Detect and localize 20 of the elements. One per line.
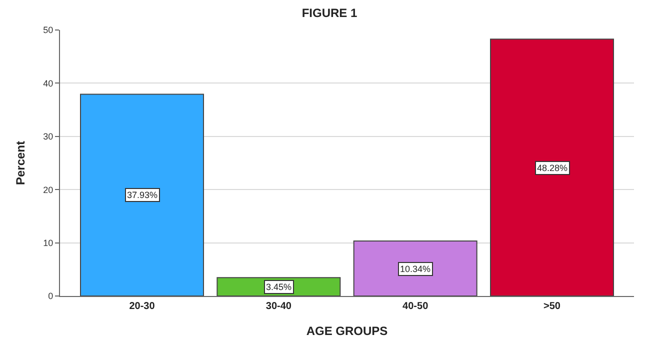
y-tick-label: 0: [48, 291, 54, 302]
y-tick-label: 20: [43, 184, 54, 195]
data-label: 3.45%: [266, 282, 292, 292]
x-tick-label: 40-50: [402, 301, 429, 312]
y-tick-label: 40: [43, 78, 54, 88]
chart-title: FIGURE 1: [302, 6, 358, 20]
bar: [80, 94, 204, 296]
data-label: 37.93%: [127, 190, 158, 200]
bar: [490, 38, 614, 296]
y-axis-title: Percent: [13, 140, 28, 186]
y-tick-label: 50: [43, 25, 54, 36]
y-tick-label: 30: [43, 132, 54, 142]
x-axis-title: AGE GROUPS: [306, 324, 388, 338]
x-tick-label: 20-30: [129, 301, 156, 312]
x-tick-label: 30-40: [266, 301, 292, 312]
data-label: 48.28%: [537, 163, 568, 173]
data-label: 10.34%: [400, 264, 431, 274]
bar: [353, 240, 478, 296]
y-tick-label: 10: [43, 238, 54, 248]
x-tick-label: >50: [544, 301, 561, 312]
